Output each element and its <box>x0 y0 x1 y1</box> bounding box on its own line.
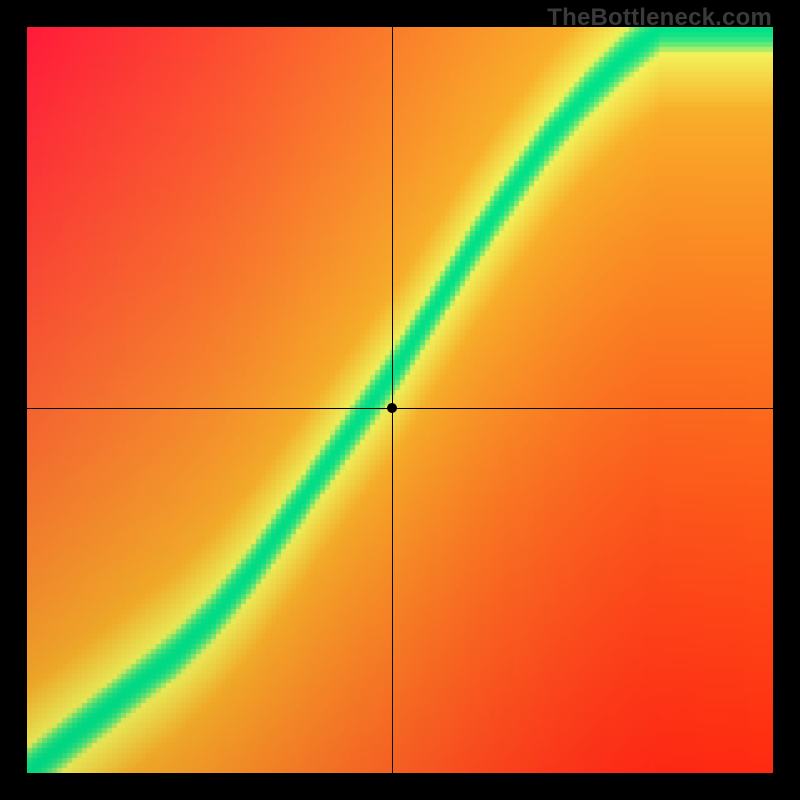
plot-area <box>27 27 773 773</box>
chart-frame: TheBottleneck.com <box>0 0 800 800</box>
bottleneck-heatmap <box>27 27 773 773</box>
